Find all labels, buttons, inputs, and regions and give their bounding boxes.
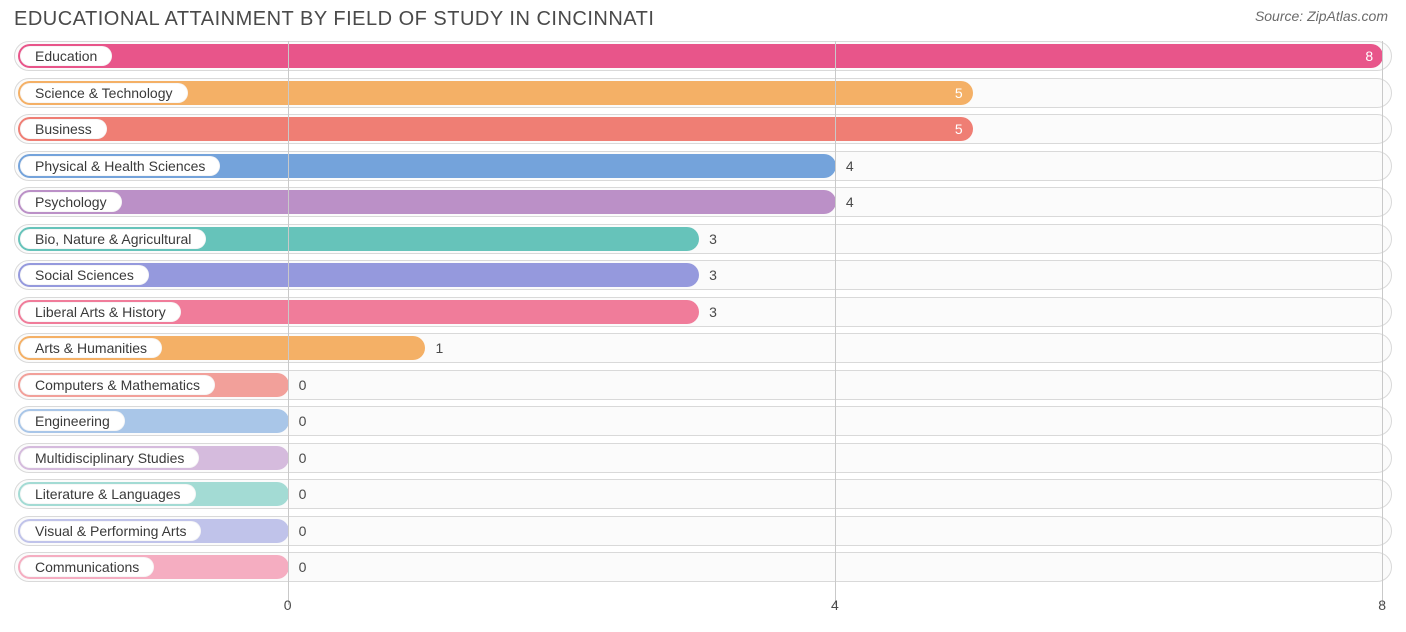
axis-tick: [835, 589, 836, 595]
value-label: 5: [955, 85, 963, 101]
category-label: Science & Technology: [35, 85, 173, 101]
bar-row: Multidisciplinary Studies 0: [14, 443, 1392, 473]
bar-fill: [18, 190, 836, 214]
category-label: Business: [35, 121, 92, 137]
bar-rows: Education 8 Science & Technology 5 Business 5…: [14, 41, 1392, 582]
chart-title: EDUCATIONAL ATTAINMENT BY FIELD OF STUDY…: [14, 8, 654, 31]
bar-row: Physical & Health Sciences 4: [14, 151, 1392, 181]
bar-row: Business 5: [14, 114, 1392, 144]
category-label: Psychology: [35, 194, 107, 210]
bar-row: Bio, Nature & Agricultural 3: [14, 224, 1392, 254]
category-pill: Psychology: [20, 192, 122, 212]
value-label: 4: [846, 158, 854, 174]
category-pill: Engineering: [20, 411, 125, 431]
value-label: 5: [955, 121, 963, 137]
bar-row: Engineering 0: [14, 406, 1392, 436]
category-label: Bio, Nature & Agricultural: [35, 231, 191, 247]
category-pill: Social Sciences: [20, 265, 149, 285]
category-pill: Literature & Languages: [20, 484, 196, 504]
category-pill: Communications: [20, 557, 154, 577]
category-label: Social Sciences: [35, 267, 134, 283]
category-pill: Education: [20, 46, 112, 66]
category-label: Engineering: [35, 413, 110, 429]
value-label: 1: [435, 340, 443, 356]
value-label: 4: [846, 194, 854, 210]
category-label: Visual & Performing Arts: [35, 523, 186, 539]
grid-line: [1382, 41, 1383, 605]
category-label: Physical & Health Sciences: [35, 158, 205, 174]
x-axis: 0 4 8: [14, 589, 1392, 629]
bar-row: Visual & Performing Arts 0: [14, 516, 1392, 546]
category-pill: Bio, Nature & Agricultural: [20, 229, 206, 249]
category-label: Liberal Arts & History: [35, 304, 166, 320]
chart-source: Source: ZipAtlas.com: [1255, 8, 1388, 24]
value-label: 0: [299, 413, 307, 429]
chart-header: EDUCATIONAL ATTAINMENT BY FIELD OF STUDY…: [0, 0, 1406, 35]
grid-line: [835, 41, 836, 605]
axis-tick-label: 8: [1378, 597, 1386, 613]
category-label: Education: [35, 48, 97, 64]
bar-row: Communications 0: [14, 552, 1392, 582]
value-label: 0: [299, 377, 307, 393]
category-label: Multidisciplinary Studies: [35, 450, 184, 466]
category-pill: Business: [20, 119, 107, 139]
value-label: 0: [299, 523, 307, 539]
category-pill: Science & Technology: [20, 83, 188, 103]
bar-row: Science & Technology 5: [14, 78, 1392, 108]
value-label: 8: [1365, 48, 1373, 64]
category-label: Communications: [35, 559, 139, 575]
bar-row: Arts & Humanities 1: [14, 333, 1392, 363]
bar-row: Computers & Mathematics 0: [14, 370, 1392, 400]
category-label: Literature & Languages: [35, 486, 181, 502]
bar-fill: [18, 117, 973, 141]
bar-fill: [18, 44, 1383, 68]
axis-tick: [288, 589, 289, 595]
value-label: 0: [299, 486, 307, 502]
category-pill: Liberal Arts & History: [20, 302, 181, 322]
bar-row: Psychology 4: [14, 187, 1392, 217]
axis-tick-label: 0: [284, 597, 292, 613]
bar-row: Literature & Languages 0: [14, 479, 1392, 509]
axis-tick-label: 4: [831, 597, 839, 613]
bar-row: Education 8: [14, 41, 1392, 71]
category-pill: Physical & Health Sciences: [20, 156, 220, 176]
category-pill: Arts & Humanities: [20, 338, 162, 358]
category-pill: Computers & Mathematics: [20, 375, 215, 395]
category-label: Computers & Mathematics: [35, 377, 200, 393]
axis-tick: [1382, 589, 1383, 595]
chart-area: Education 8 Science & Technology 5 Business 5…: [0, 35, 1406, 629]
value-label: 3: [709, 304, 717, 320]
value-label: 0: [299, 559, 307, 575]
value-label: 3: [709, 231, 717, 247]
bar-row: Social Sciences 3: [14, 260, 1392, 290]
grid-line: [288, 41, 289, 605]
category-label: Arts & Humanities: [35, 340, 147, 356]
value-label: 0: [299, 450, 307, 466]
value-label: 3: [709, 267, 717, 283]
bar-row: Liberal Arts & History 3: [14, 297, 1392, 327]
category-pill: Multidisciplinary Studies: [20, 448, 199, 468]
category-pill: Visual & Performing Arts: [20, 521, 201, 541]
